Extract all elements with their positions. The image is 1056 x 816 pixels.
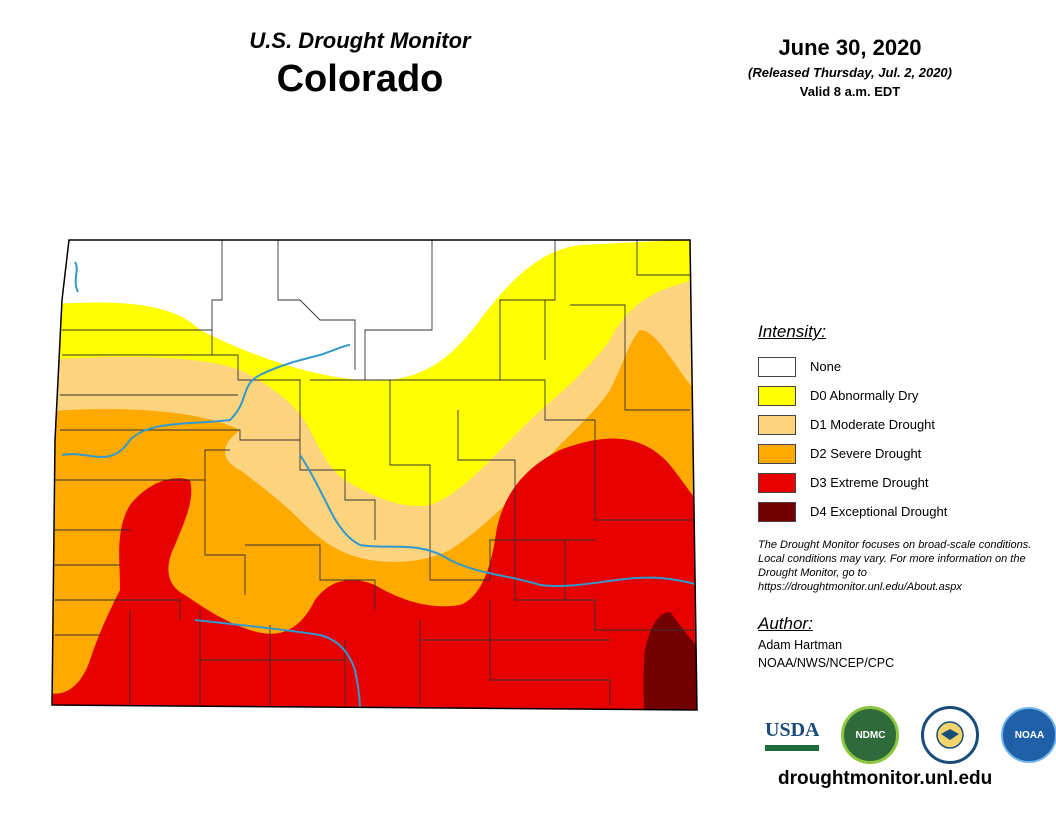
legend-item-d0: D0 Abnormally Dry xyxy=(758,381,1048,410)
legend-item-d2: D2 Severe Drought xyxy=(758,439,1048,468)
d2-island xyxy=(170,547,195,593)
legend-item-d4: D4 Exceptional Drought xyxy=(758,497,1048,526)
release-date: (Released Thursday, Jul. 2, 2020) xyxy=(748,65,952,80)
noaa-logo-text: NOAA xyxy=(1014,729,1045,741)
monitor-title: U.S. Drought Monitor xyxy=(249,28,471,53)
usda-logo-text: USDA xyxy=(765,719,820,741)
legend-label: D2 Severe Drought xyxy=(810,446,922,461)
title-block: U.S. Drought Monitor Colorado xyxy=(150,28,570,101)
author-name: Adam Hartman xyxy=(758,638,843,652)
legend-item-d1: D1 Moderate Drought xyxy=(758,410,1048,439)
author-org: NOAA/NWS/NCEP/CPC xyxy=(758,656,895,670)
legend-title: Intensity: xyxy=(758,322,827,341)
legend-label: D3 Extreme Drought xyxy=(810,475,929,490)
usda-logo-bar xyxy=(765,745,820,751)
legend-swatch-d3 xyxy=(758,472,796,493)
legend-swatch-d2 xyxy=(758,443,796,464)
noaa-logo: NOAA xyxy=(1001,707,1056,763)
legend-swatch-d0 xyxy=(758,385,796,406)
map-date: June 30, 2020 xyxy=(778,35,922,60)
state-title: Colorado xyxy=(276,58,444,100)
logos: USDA NDMC NOAA xyxy=(765,706,1056,764)
ndmc-logo: NDMC xyxy=(841,706,900,764)
website-link[interactable]: droughtmonitor.unl.edu xyxy=(778,768,993,789)
valid-time: Valid 8 a.m. EDT xyxy=(799,84,901,99)
state-border xyxy=(51,239,698,711)
author-title: Author: xyxy=(758,614,813,633)
county-lines xyxy=(55,240,697,705)
legend-label: D4 Exceptional Drought xyxy=(810,504,948,519)
usda-logo: USDA xyxy=(765,719,820,751)
ndmc-logo-text: NDMC xyxy=(855,729,886,741)
legend-swatch-d1 xyxy=(758,414,796,435)
legend-item-none: None xyxy=(758,352,1048,381)
eagle-icon xyxy=(936,721,965,749)
info-note: The Drought Monitor focuses on broad-sca… xyxy=(758,539,1032,593)
legend: Intensity: None D0 Abnormally Dry D1 Mod… xyxy=(758,322,1048,670)
legend-swatch-d4 xyxy=(758,501,796,522)
legend-label: D0 Abnormally Dry xyxy=(810,388,919,403)
rivers xyxy=(61,261,697,710)
legend-label: None xyxy=(810,359,842,374)
legend-item-d3: D3 Extreme Drought xyxy=(758,468,1048,497)
d3-region xyxy=(52,438,697,710)
d4-region xyxy=(643,612,697,710)
legend-swatch-none xyxy=(758,356,796,377)
date-block: June 30, 2020 (Released Thursday, Jul. 2… xyxy=(700,35,1000,99)
doc-seal-logo xyxy=(921,706,980,764)
legend-label: D1 Moderate Drought xyxy=(810,417,936,432)
